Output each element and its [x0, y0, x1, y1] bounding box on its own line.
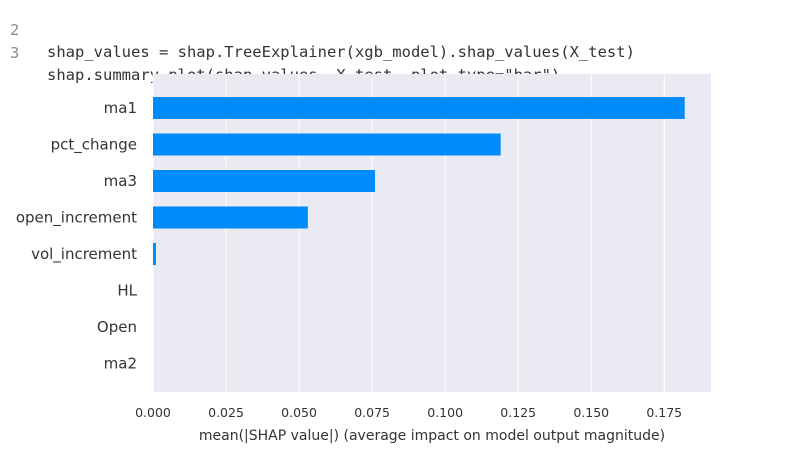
bar-ma1 [153, 97, 685, 119]
x-tick-label: 0.025 [208, 405, 244, 420]
x-tick-label: 0.000 [135, 405, 171, 420]
bar-ma3 [153, 170, 375, 192]
x-tick-label: 0.075 [354, 405, 390, 420]
y-tick-label: open_increment [16, 209, 137, 228]
y-tick-label: vol_increment [31, 245, 137, 264]
plot-area [153, 74, 711, 392]
x-tick-label: 0.150 [573, 405, 609, 420]
y-tick-label: HL [117, 282, 137, 300]
y-tick-label: ma3 [104, 172, 137, 190]
plot-background [153, 74, 711, 392]
x-tick-label: 0.100 [427, 405, 463, 420]
y-tick-label: ma2 [104, 355, 137, 373]
x-tick-label: 0.050 [281, 405, 317, 420]
y-tick-label: Open [97, 318, 137, 336]
x-tick-label: 0.125 [500, 405, 536, 420]
y-tick-label: ma1 [104, 99, 137, 117]
bar-open-increment [153, 207, 308, 229]
y-tick-labels: ma1 pct_change ma3 open_increment vol_increm… [16, 99, 138, 373]
bar-pct-change [153, 134, 501, 156]
y-tick-label: pct_change [51, 136, 137, 155]
x-tick-label: 0.175 [646, 405, 682, 420]
bar-vol-increment [153, 243, 156, 265]
x-tick-labels: 0.000 0.025 0.050 0.075 0.100 0.125 0.150 0.175 [135, 405, 682, 420]
x-axis-label: mean(|SHAP value|) (average impact on mo… [199, 428, 665, 444]
